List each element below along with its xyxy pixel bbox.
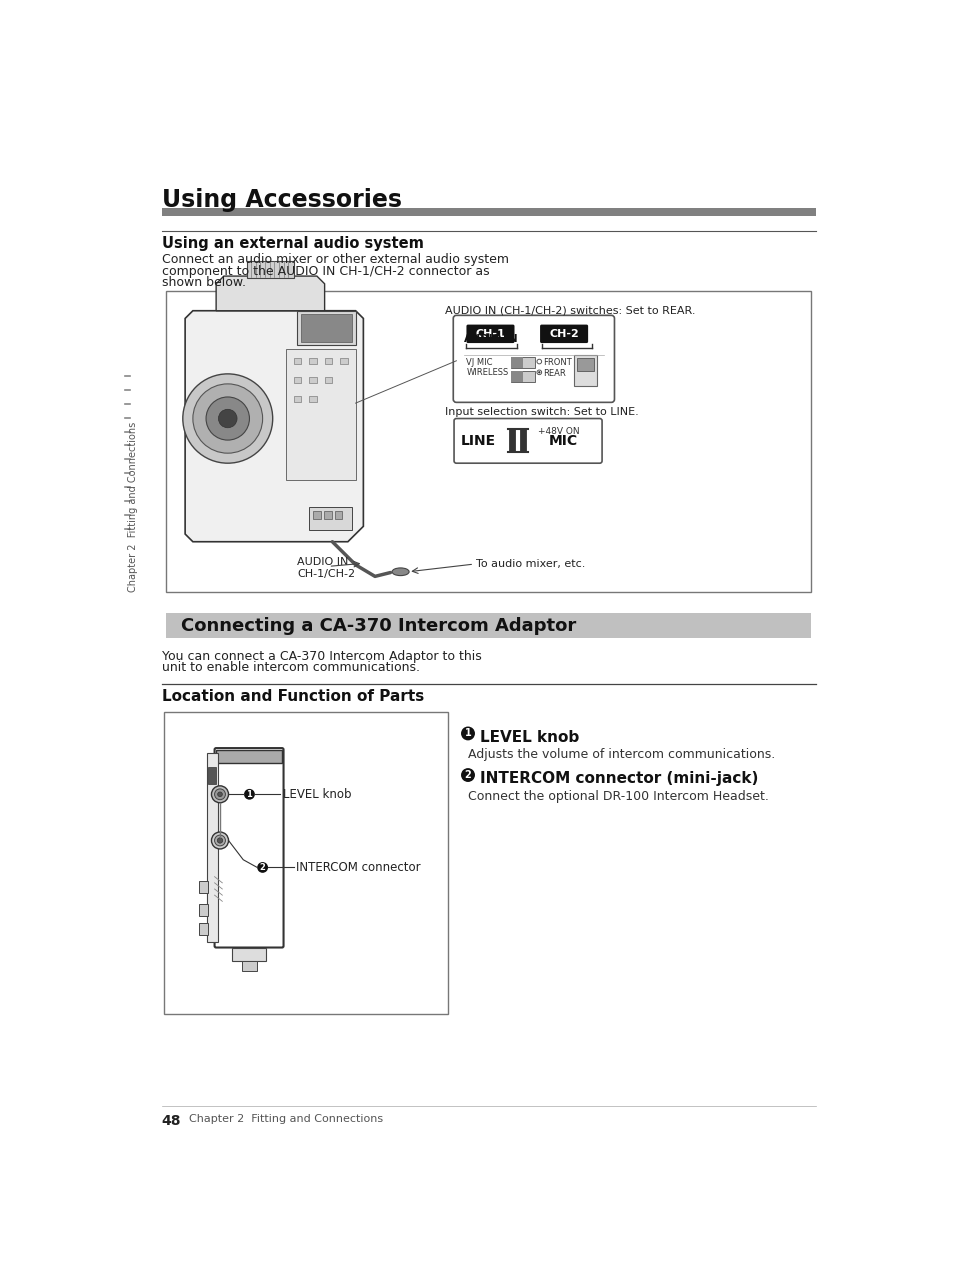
Text: component to the AUDIO IN CH-1/CH-2 connector as: component to the AUDIO IN CH-1/CH-2 conn… [162, 265, 489, 278]
Text: Connect an audio mixer or other external audio system: Connect an audio mixer or other external… [162, 254, 508, 266]
Bar [510, 371, 535, 382]
Bar [309, 507, 352, 530]
Text: CH-2: CH-2 [549, 329, 578, 339]
Circle shape [217, 792, 222, 796]
Bar [313, 511, 320, 519]
Text: shown below.: shown below. [162, 276, 246, 289]
Bar [216, 749, 282, 763]
Text: VJ MIC: VJ MIC [466, 358, 493, 367]
Text: 2: 2 [464, 769, 471, 780]
Bar [294, 377, 301, 383]
Bar [510, 371, 522, 382]
Text: +48V ON: +48V ON [537, 427, 578, 436]
Bar [510, 357, 535, 368]
Text: AUDIO IN: AUDIO IN [297, 557, 349, 567]
Bar [286, 349, 355, 480]
Bar [294, 358, 301, 364]
Circle shape [212, 786, 229, 803]
Circle shape [537, 359, 541, 364]
Text: Using an external audio system: Using an external audio system [162, 236, 423, 251]
Text: 1: 1 [464, 729, 471, 739]
Circle shape [217, 838, 222, 843]
Bar [309, 377, 316, 383]
Bar [324, 377, 332, 383]
Polygon shape [216, 276, 324, 311]
Bar [577, 358, 594, 371]
Text: INTERCOM connector: INTERCOM connector [295, 861, 420, 874]
Bar [199, 903, 208, 916]
Bar [340, 358, 348, 364]
Bar [166, 292, 810, 592]
Text: You can connect a CA-370 Intercom Adaptor to this: You can connect a CA-370 Intercom Adapto… [162, 650, 481, 662]
Text: REAR: REAR [542, 369, 565, 378]
Circle shape [537, 371, 540, 373]
Bar [335, 511, 342, 519]
Circle shape [460, 726, 475, 740]
Circle shape [218, 409, 236, 428]
Text: 1: 1 [246, 790, 253, 799]
Text: MIC: MIC [548, 434, 578, 448]
FancyBboxPatch shape [466, 325, 514, 343]
Text: Location and Function of Parts: Location and Function of Parts [162, 689, 424, 703]
Bar [301, 313, 352, 343]
Circle shape [214, 834, 225, 846]
Text: Connect the optional DR-100 Intercom Headset.: Connect the optional DR-100 Intercom Hea… [468, 790, 768, 803]
Bar [323, 511, 332, 519]
Text: CH-1: CH-1 [476, 329, 505, 339]
Bar [309, 358, 316, 364]
Bar [166, 613, 810, 638]
Polygon shape [185, 311, 363, 541]
Text: FRONT: FRONT [542, 358, 572, 367]
Bar [324, 358, 332, 364]
Circle shape [193, 383, 262, 454]
Text: Connecting a CA-370 Intercom Adaptor: Connecting a CA-370 Intercom Adaptor [181, 617, 576, 634]
Bar [574, 355, 597, 386]
Circle shape [212, 832, 229, 848]
Text: Chapter 2  Fitting and Connections: Chapter 2 Fitting and Connections [189, 1113, 383, 1124]
Bar [208, 767, 216, 784]
FancyBboxPatch shape [453, 316, 614, 403]
Text: Adjusts the volume of intercom communications.: Adjusts the volume of intercom communica… [468, 748, 775, 761]
Circle shape [460, 768, 475, 782]
Text: CH-1/CH-2: CH-1/CH-2 [297, 568, 355, 578]
Text: WIRELESS: WIRELESS [466, 368, 508, 377]
Circle shape [537, 369, 541, 375]
Text: unit to enable intercom communications.: unit to enable intercom communications. [162, 661, 419, 674]
Text: Input selection switch: Set to LINE.: Input selection switch: Set to LINE. [444, 406, 638, 417]
Bar [297, 311, 355, 345]
Text: 48: 48 [162, 1113, 181, 1127]
FancyBboxPatch shape [539, 325, 587, 343]
Bar [164, 712, 447, 1014]
Bar [199, 922, 208, 935]
Text: AUDIO IN (CH-1/CH-2) switches: Set to REAR.: AUDIO IN (CH-1/CH-2) switches: Set to RE… [444, 306, 695, 316]
FancyBboxPatch shape [214, 748, 283, 948]
Ellipse shape [392, 568, 409, 576]
Circle shape [244, 789, 254, 800]
Bar [294, 396, 301, 403]
Bar [510, 357, 522, 368]
Text: To audio mixer, etc.: To audio mixer, etc. [476, 559, 584, 569]
Circle shape [214, 789, 225, 800]
Bar [199, 880, 208, 893]
Text: LEVEL knob: LEVEL knob [480, 730, 579, 744]
Text: LINE: LINE [460, 434, 496, 448]
Text: Chapter 2  Fitting and Connections: Chapter 2 Fitting and Connections [128, 422, 138, 592]
Text: Using Accessories: Using Accessories [162, 187, 401, 211]
Bar [509, 428, 515, 452]
Text: 2: 2 [259, 862, 265, 871]
FancyBboxPatch shape [454, 419, 601, 464]
Bar [162, 209, 815, 217]
Bar [232, 948, 266, 962]
Circle shape [183, 373, 273, 464]
Text: LEVEL knob: LEVEL knob [282, 787, 351, 801]
Text: AUDIO IN: AUDIO IN [464, 334, 517, 344]
Bar [241, 962, 257, 971]
Bar [247, 261, 294, 278]
Bar [207, 753, 217, 943]
Bar [519, 428, 525, 452]
Bar [309, 396, 316, 403]
Circle shape [257, 862, 268, 873]
Text: INTERCOM connector (mini-jack): INTERCOM connector (mini-jack) [480, 771, 758, 786]
Circle shape [206, 397, 249, 440]
